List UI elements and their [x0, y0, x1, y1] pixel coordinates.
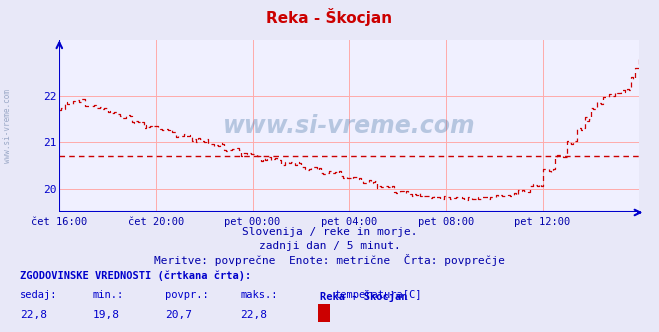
- Text: 22,8: 22,8: [20, 310, 47, 320]
- Text: zadnji dan / 5 minut.: zadnji dan / 5 minut.: [258, 241, 401, 251]
- Text: Meritve: povprečne  Enote: metrične  Črta: povprečje: Meritve: povprečne Enote: metrične Črta:…: [154, 254, 505, 266]
- Text: Reka - Škocjan: Reka - Škocjan: [320, 290, 407, 302]
- Text: 20,7: 20,7: [165, 310, 192, 320]
- Text: min.:: min.:: [92, 290, 123, 300]
- Text: 22,8: 22,8: [241, 310, 268, 320]
- Text: www.si-vreme.com: www.si-vreme.com: [3, 89, 13, 163]
- Text: ZGODOVINSKE VREDNOSTI (črtkana črta):: ZGODOVINSKE VREDNOSTI (črtkana črta):: [20, 271, 251, 281]
- Text: povpr.:: povpr.:: [165, 290, 208, 300]
- Text: 19,8: 19,8: [92, 310, 119, 320]
- Text: maks.:: maks.:: [241, 290, 278, 300]
- Text: www.si-vreme.com: www.si-vreme.com: [223, 114, 476, 138]
- Text: temperatura[C]: temperatura[C]: [335, 290, 422, 300]
- Text: Reka - Škocjan: Reka - Škocjan: [266, 8, 393, 26]
- Text: sedaj:: sedaj:: [20, 290, 57, 300]
- Text: Slovenija / reke in morje.: Slovenija / reke in morje.: [242, 227, 417, 237]
